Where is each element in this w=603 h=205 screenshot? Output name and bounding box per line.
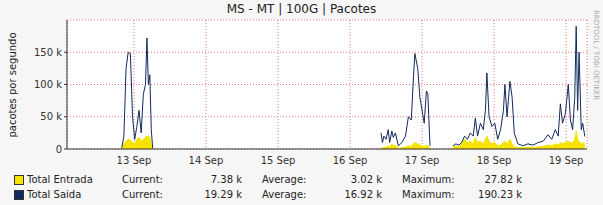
html-text:Maximum:: Maximum: xyxy=(402,174,455,185)
svg-text:50 k: 50 k xyxy=(40,111,62,122)
html-text:MS - MT | 100G | Pacotes: MS - MT | 100G | Pacotes xyxy=(226,2,377,16)
svg-text:18 Sep: 18 Sep xyxy=(477,155,512,166)
html-text:7.38 k: 7.38 k xyxy=(210,174,242,185)
svg-text:14 Sep: 14 Sep xyxy=(189,155,224,166)
svg-text:17 Sep: 17 Sep xyxy=(405,155,440,166)
html-text:Total Saida: Total Saida xyxy=(27,189,82,200)
svg-text:13 Sep: 13 Sep xyxy=(117,155,152,166)
html-text:16.92 k: 16.92 k xyxy=(344,189,382,200)
html-text:3.02 k: 3.02 k xyxy=(350,174,382,185)
svg-text:0: 0 xyxy=(56,144,62,155)
svg-text:15 Sep: 15 Sep xyxy=(261,155,296,166)
html-text:190.23 k: 190.23 k xyxy=(478,189,522,200)
html-text:Current:: Current: xyxy=(122,174,163,185)
html-text:Maximum:: Maximum: xyxy=(402,189,455,200)
svg-text:100 k: 100 k xyxy=(34,79,62,90)
html-text:Current:: Current: xyxy=(122,189,163,200)
html-text:Average:: Average: xyxy=(262,189,307,200)
html-text:19.29 k: 19.29 k xyxy=(204,189,242,200)
html-text:Average:: Average: xyxy=(262,174,307,185)
html-text:27.82 k: 27.82 k xyxy=(484,174,522,185)
svg-text:16 Sep: 16 Sep xyxy=(333,155,368,166)
svg-text:19 Sep: 19 Sep xyxy=(549,155,584,166)
html-text:Total Entrada: Total Entrada xyxy=(27,174,93,185)
html-text:pacotes por segundo: pacotes por segundo xyxy=(6,32,18,138)
html-text:RRDTOOL / TOBI OETIKER: RRDTOOL / TOBI OETIKER xyxy=(592,9,600,101)
svg-text:150 k: 150 k xyxy=(34,47,62,58)
